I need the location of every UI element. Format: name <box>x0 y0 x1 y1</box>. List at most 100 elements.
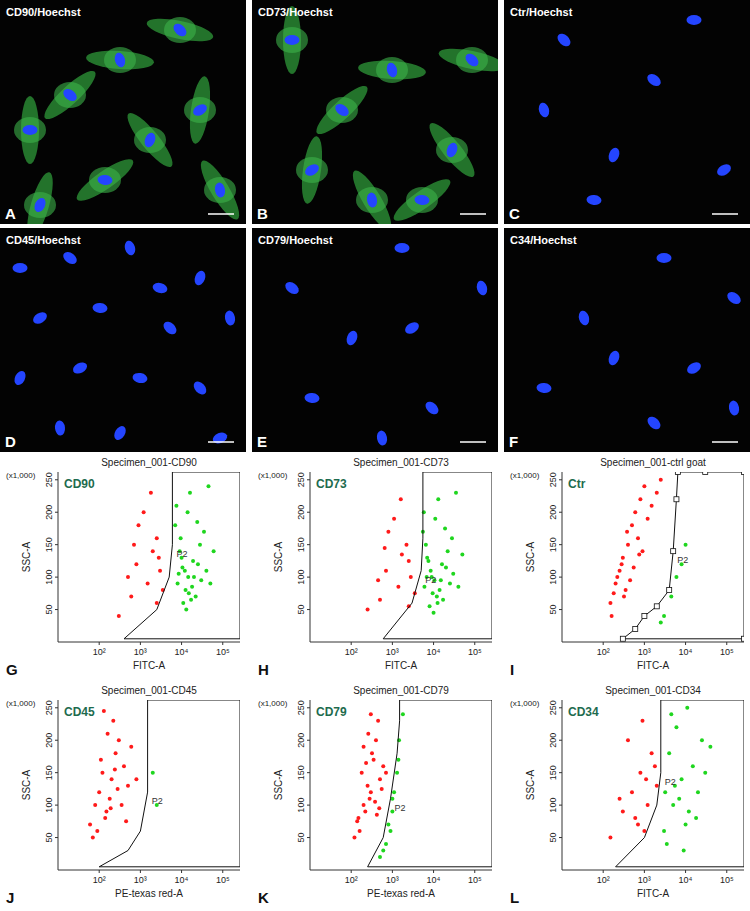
nucleus <box>586 194 602 205</box>
event-dot <box>448 582 452 586</box>
y-axis <box>310 472 311 642</box>
scatter-plot: Specimen_001-CD90P210²10³10⁴10⁵501001502… <box>6 457 240 678</box>
cell-body <box>276 27 308 53</box>
y-tick <box>307 837 310 838</box>
panel-letter: K <box>258 889 269 906</box>
nucleus <box>191 102 209 118</box>
x-axis <box>58 642 240 643</box>
cell-body <box>24 192 56 218</box>
event-dot <box>626 543 630 547</box>
y-tick-label: 100 <box>296 798 306 813</box>
cell-body <box>145 14 215 46</box>
event-dot <box>88 823 92 827</box>
nucleus <box>445 141 460 159</box>
y-tick-label: 100 <box>296 570 306 585</box>
nucleus <box>23 125 38 135</box>
event-dot <box>103 816 107 820</box>
event-dot <box>653 764 657 768</box>
event-dot <box>456 585 460 589</box>
gate-vertex <box>671 549 676 554</box>
nucleus <box>304 392 320 403</box>
x-tick <box>685 642 686 645</box>
gate-label: P2 <box>394 803 405 813</box>
event-dot <box>618 797 622 801</box>
y-tick <box>307 805 310 806</box>
x-tick-label: 10⁵ <box>720 647 734 657</box>
nucleus <box>645 71 663 88</box>
event-dot <box>618 569 622 573</box>
scatter-plot: Specimen_001-ctrl goatP210²10³10⁴10⁵5010… <box>510 457 747 678</box>
event-dot <box>134 777 138 781</box>
event-dot <box>362 803 366 807</box>
event-dot <box>352 836 356 840</box>
event-dot <box>378 855 382 859</box>
event-dot <box>440 562 444 566</box>
event-dot <box>151 549 155 553</box>
event-dot <box>400 552 404 556</box>
x-tick-label: 10⁴ <box>427 875 441 885</box>
event-dot <box>424 543 428 547</box>
y-tick-label: 150 <box>548 537 558 552</box>
event-dot <box>104 810 108 814</box>
event-dot <box>376 719 380 723</box>
y-tick <box>55 837 58 838</box>
event-dot <box>625 530 629 534</box>
y-tick <box>55 772 58 773</box>
y-tick-label: 200 <box>296 505 306 520</box>
y-tick-label: 150 <box>296 537 306 552</box>
micrograph <box>0 228 246 452</box>
nucleus <box>97 174 113 185</box>
event-dot <box>633 816 637 820</box>
event-dot <box>174 504 178 508</box>
event-dot <box>384 569 388 573</box>
event-dot <box>431 591 435 595</box>
nucleus <box>687 15 702 25</box>
panel-letter: F <box>509 433 518 450</box>
micrograph <box>252 0 498 224</box>
event-dot <box>368 797 372 801</box>
gate-vertex <box>654 604 659 609</box>
event-dot <box>674 725 678 729</box>
x-tick <box>603 642 604 645</box>
nucleus <box>123 239 137 256</box>
event-dot <box>366 784 370 788</box>
micrograph-panel: Ctr/HoechstC <box>504 0 750 224</box>
event-dot <box>640 719 644 723</box>
gate-vertex <box>675 472 680 475</box>
x-tick <box>392 642 393 645</box>
event-dot <box>610 614 614 618</box>
y-axis-label: SSC-A <box>273 541 284 572</box>
nucleus <box>283 279 301 296</box>
nucleus <box>403 320 421 336</box>
nucleus <box>61 86 79 103</box>
scatter-plot: Specimen_001-CD79P210²10³10⁴10⁵501001502… <box>258 685 492 906</box>
x-tick <box>433 870 434 873</box>
event-dot <box>176 582 180 586</box>
y-tick <box>559 740 562 741</box>
event-dot <box>687 810 691 814</box>
plot-area <box>352 700 492 867</box>
event-dot <box>396 585 400 589</box>
event-dot <box>180 565 184 569</box>
y-tick <box>307 609 310 610</box>
nucleus <box>71 360 89 376</box>
event-dot <box>91 836 95 840</box>
event-dot <box>97 790 101 794</box>
gate <box>616 700 744 867</box>
micrograph <box>504 0 750 224</box>
x-tick-label: 10² <box>597 647 610 657</box>
nucleus <box>414 194 430 205</box>
x-axis-label: PE-texas red-A <box>115 888 183 899</box>
plot-label: CD34 <box>568 705 599 719</box>
event-dot <box>451 572 455 576</box>
x-tick-label: 10⁴ <box>679 875 693 885</box>
y-tick <box>559 479 562 480</box>
event-dot <box>108 797 112 801</box>
event-dot <box>646 517 650 521</box>
nucleus <box>32 196 48 214</box>
event-dot <box>441 598 445 602</box>
event-dot <box>122 764 126 768</box>
x-tick-label: 10⁴ <box>175 647 189 657</box>
x-tick-label: 10³ <box>134 875 147 885</box>
panel-letter: A <box>5 205 16 222</box>
